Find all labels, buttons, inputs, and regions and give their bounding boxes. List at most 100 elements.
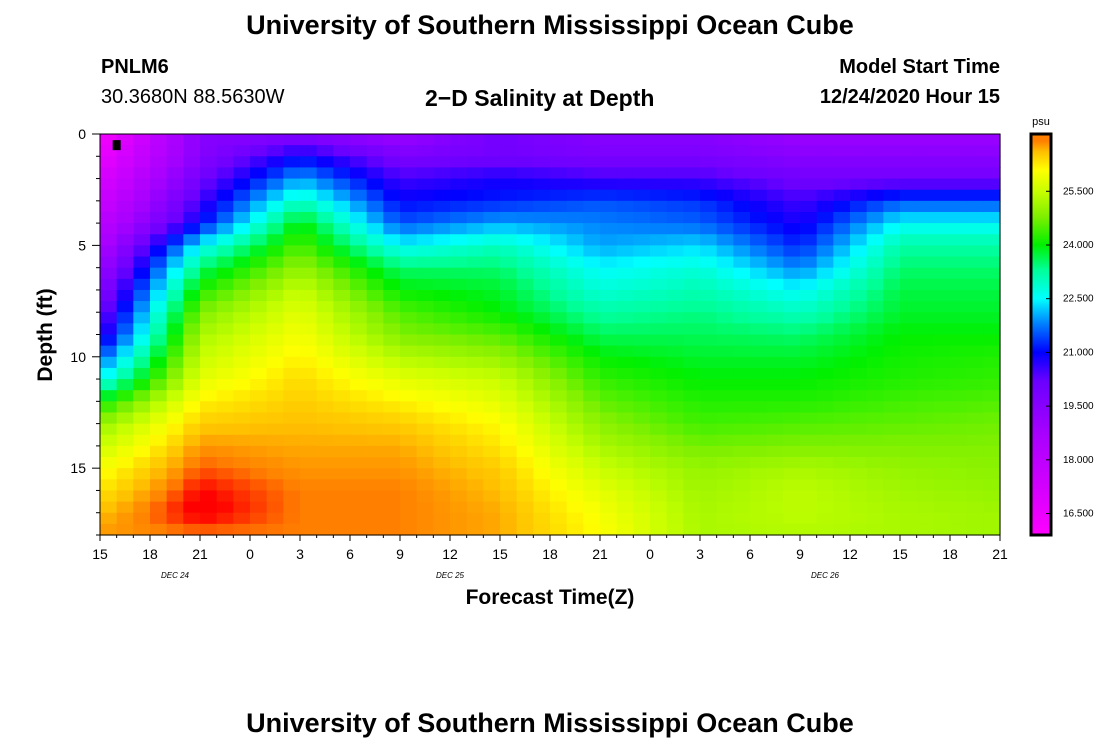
heatmap-cell <box>100 178 118 191</box>
heatmap-cell <box>733 323 751 336</box>
heatmap-cell <box>733 423 751 436</box>
heatmap-cell <box>833 457 851 469</box>
heatmap-cell <box>166 379 184 391</box>
heatmap-cell <box>883 457 901 469</box>
heatmap-cell <box>883 211 901 224</box>
heatmap-cell <box>850 211 868 224</box>
heatmap-cell <box>416 278 434 291</box>
heatmap-cell <box>400 356 418 369</box>
heatmap-cell <box>950 334 968 347</box>
heatmap-cell <box>200 256 218 269</box>
heatmap-cell <box>233 178 251 191</box>
heatmap-cell <box>583 401 601 414</box>
heatmap-cell <box>516 401 534 414</box>
heatmap-cell <box>866 490 884 503</box>
heatmap-cell <box>466 479 484 492</box>
heatmap-cell <box>650 490 668 503</box>
heatmap-cell <box>333 289 351 302</box>
heatmap-cell <box>650 523 668 536</box>
heatmap-cell <box>866 267 884 280</box>
heatmap-cell <box>766 379 784 391</box>
heatmap-cell <box>750 356 768 369</box>
heatmap-cell <box>600 379 618 391</box>
heatmap-cell <box>416 334 434 347</box>
heatmap-cell <box>833 256 851 269</box>
heatmap-cell <box>100 356 118 369</box>
heatmap-cell <box>750 189 768 202</box>
heatmap-cell <box>100 167 118 180</box>
heatmap-cell <box>666 323 684 336</box>
heatmap-cell <box>750 156 768 169</box>
heatmap-cell <box>416 523 434 536</box>
heatmap-cell <box>133 412 151 425</box>
heatmap-cell <box>566 367 584 380</box>
heatmap-cell <box>883 234 901 246</box>
heatmap-cell <box>183 401 201 414</box>
heatmap-cell <box>683 134 701 146</box>
heatmap-cell <box>383 289 401 302</box>
heatmap-cell <box>183 156 201 169</box>
heatmap-cell <box>616 234 634 246</box>
heatmap-cell <box>916 345 934 358</box>
heatmap-cell <box>183 356 201 369</box>
heatmap-cell <box>616 167 634 180</box>
heatmap-cell <box>483 278 501 291</box>
heatmap-cell <box>666 223 684 235</box>
heatmap-cell <box>233 434 251 447</box>
heatmap-cell <box>666 367 684 380</box>
heatmap-cell <box>983 479 1001 492</box>
heatmap-cell <box>483 223 501 235</box>
heatmap-cell <box>716 367 734 380</box>
heatmap-cell <box>950 200 968 213</box>
heatmap-cell <box>800 390 818 402</box>
heatmap-cell <box>366 334 384 347</box>
heatmap-cell <box>483 334 501 347</box>
heatmap-cell <box>983 256 1001 269</box>
heatmap-cell <box>800 423 818 436</box>
heatmap-cell <box>350 245 368 258</box>
heatmap-cell <box>316 345 334 358</box>
heatmap-cell <box>466 367 484 380</box>
heatmap-cell <box>766 501 784 514</box>
heatmap-cell <box>166 401 184 414</box>
heatmap-cell <box>216 512 234 525</box>
heatmap-cell <box>116 267 134 280</box>
heatmap-cell <box>216 200 234 213</box>
heatmap-cell <box>400 189 418 202</box>
heatmap-cell <box>316 145 334 157</box>
heatmap-cell <box>783 312 801 324</box>
heatmap-cell <box>750 434 768 447</box>
heatmap-cell <box>716 445 734 458</box>
heatmap-cell <box>833 523 851 536</box>
heatmap-cell <box>116 178 134 191</box>
heatmap-cell <box>333 412 351 425</box>
heatmap-cell <box>616 256 634 269</box>
heatmap-cell <box>216 156 234 169</box>
heatmap-cell <box>250 267 268 280</box>
heatmap-cell <box>883 256 901 269</box>
heatmap-cell <box>483 267 501 280</box>
heatmap-cell <box>733 501 751 514</box>
heatmap-cell <box>900 145 918 157</box>
heatmap-cell <box>600 367 618 380</box>
heatmap-cell <box>800 401 818 414</box>
heatmap-cell <box>333 211 351 224</box>
heatmap-cell <box>400 479 418 492</box>
heatmap-cell <box>266 379 284 391</box>
heatmap-cell <box>833 479 851 492</box>
heatmap-cell <box>183 523 201 536</box>
heatmap-cell <box>616 267 634 280</box>
heatmap-cell <box>200 267 218 280</box>
heatmap-cell <box>600 211 618 224</box>
x-tick-label: 21 <box>592 546 608 562</box>
heatmap-cell <box>700 390 718 402</box>
heatmap-cell <box>583 234 601 246</box>
x-tick-label: 6 <box>746 546 754 562</box>
heatmap-cell <box>766 200 784 213</box>
heatmap-cell <box>683 468 701 480</box>
heatmap-cell <box>216 523 234 536</box>
heatmap-cell <box>983 145 1001 157</box>
heatmap-cell <box>283 289 301 302</box>
heatmap-cell <box>433 367 451 380</box>
heatmap-cell <box>950 323 968 336</box>
